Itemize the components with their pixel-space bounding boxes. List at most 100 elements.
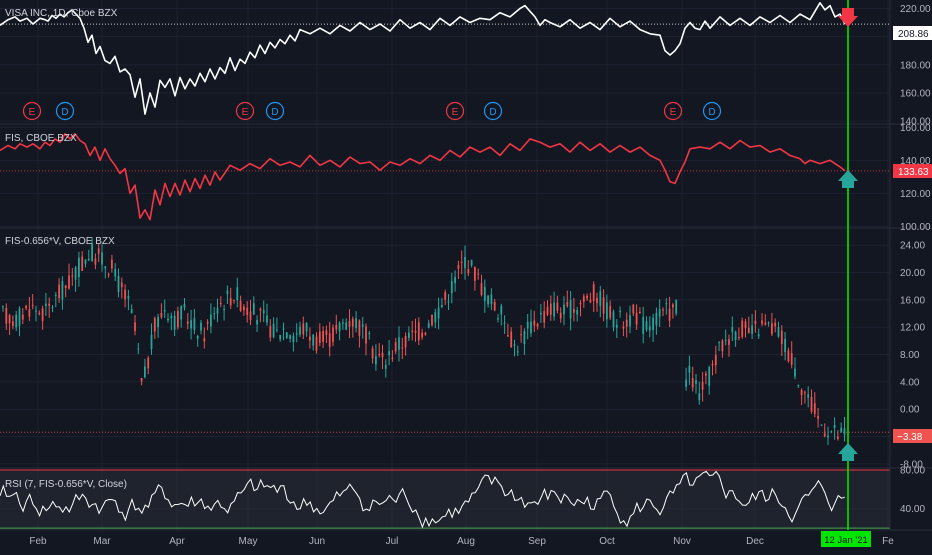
candle-body — [391, 357, 394, 359]
y-tick-label: 8.00 — [900, 350, 920, 361]
candle-body — [658, 309, 661, 317]
candle-body — [213, 313, 216, 315]
candle-body — [45, 303, 47, 306]
event-label: D — [708, 107, 715, 118]
candle-body — [157, 316, 159, 328]
candle-body — [414, 330, 417, 333]
candle-body — [355, 318, 357, 329]
y-tick-label: 140.00 — [900, 156, 931, 167]
dividend-event-icon[interactable]: D — [483, 101, 503, 121]
candle-body — [394, 342, 397, 352]
earnings-event-icon[interactable]: E — [445, 101, 465, 121]
candle-body — [632, 304, 635, 314]
visa-last-value: 208.86 — [898, 29, 929, 40]
x-tick-label: Aug — [457, 536, 475, 547]
candle-body — [734, 331, 737, 340]
y-tick-label: 24.00 — [900, 241, 925, 252]
candle-body — [615, 324, 618, 328]
candle-body — [609, 306, 612, 318]
candle-body — [467, 269, 470, 274]
event-label: D — [271, 107, 278, 118]
candle-body — [540, 313, 542, 315]
candle-body — [807, 394, 810, 398]
candle-body — [328, 333, 331, 348]
candle-body — [787, 350, 790, 362]
candle-body — [81, 256, 84, 271]
candle-body — [252, 303, 255, 315]
x-tick-label: Mar — [93, 536, 111, 547]
earnings-event-icon[interactable]: E — [663, 101, 683, 121]
candle-body — [510, 331, 513, 348]
candle-body — [724, 339, 727, 341]
candle-body — [417, 322, 420, 341]
sell-arrow-icon — [838, 8, 858, 27]
candle-body — [259, 308, 262, 311]
candle-body — [167, 318, 169, 321]
candle-body — [830, 431, 833, 433]
candle-body — [708, 367, 711, 386]
candle-body — [114, 269, 117, 277]
candle-body — [25, 305, 27, 309]
candle-body — [556, 302, 559, 311]
candle-body — [266, 315, 268, 323]
candle-body — [421, 332, 423, 338]
candle-body — [843, 428, 846, 435]
x-tick-label: May — [239, 536, 258, 547]
candle-body — [840, 427, 843, 433]
candle-body — [322, 331, 324, 342]
x-tick-label: Oct — [599, 536, 615, 547]
candle-body — [774, 322, 777, 327]
candle-body — [757, 334, 760, 337]
candle-body — [424, 332, 427, 335]
spread-last-value-tag: −3.38 — [893, 429, 932, 443]
candle-body — [777, 327, 780, 337]
candle-body — [589, 299, 592, 303]
candle-body — [536, 323, 539, 327]
visa-price-line — [0, 1, 846, 115]
dividend-event-icon[interactable]: D — [55, 101, 75, 121]
candle-body — [810, 396, 813, 412]
candle-body — [579, 303, 582, 305]
candle-body — [490, 294, 493, 305]
candle-body — [58, 284, 60, 299]
dividend-event-icon[interactable]: D — [265, 101, 285, 121]
price-axes: 140.00160.00180.00200.00220.00100.00120.… — [900, 4, 931, 515]
candle-body — [652, 317, 654, 331]
candle-body — [738, 337, 740, 338]
candle-body — [282, 328, 285, 330]
y-tick-label: 140.00 — [900, 117, 931, 128]
candle-body — [35, 310, 37, 312]
candle-body — [530, 321, 532, 334]
candle-body — [38, 312, 41, 314]
x-tick-label: Feb — [29, 536, 47, 547]
pane-dividers — [0, 0, 932, 531]
x-tick-label: Jun — [309, 536, 325, 547]
candle-body — [516, 351, 519, 353]
dividend-event-icon[interactable]: D — [702, 101, 722, 121]
candle-body — [332, 327, 334, 342]
candle-body — [761, 320, 763, 324]
event-label: E — [242, 107, 249, 118]
candle-body — [180, 306, 183, 320]
candle-body — [454, 276, 456, 284]
candle-body — [444, 292, 447, 300]
candle-body — [117, 275, 120, 292]
spread-candles — [2, 237, 846, 445]
candle-body — [345, 322, 348, 330]
earnings-event-icon[interactable]: E — [235, 101, 255, 121]
candle-body — [54, 294, 57, 296]
candle-body — [441, 305, 443, 307]
candle-body — [728, 339, 730, 345]
candle-body — [576, 309, 579, 315]
candle-body — [219, 303, 222, 305]
candle-body — [368, 333, 371, 335]
candle-body — [543, 311, 546, 323]
earnings-event-icon[interactable]: E — [22, 101, 42, 121]
candle-body — [401, 347, 404, 349]
candle-body — [68, 275, 70, 289]
candle-body — [487, 295, 489, 305]
candle-body — [335, 324, 338, 330]
